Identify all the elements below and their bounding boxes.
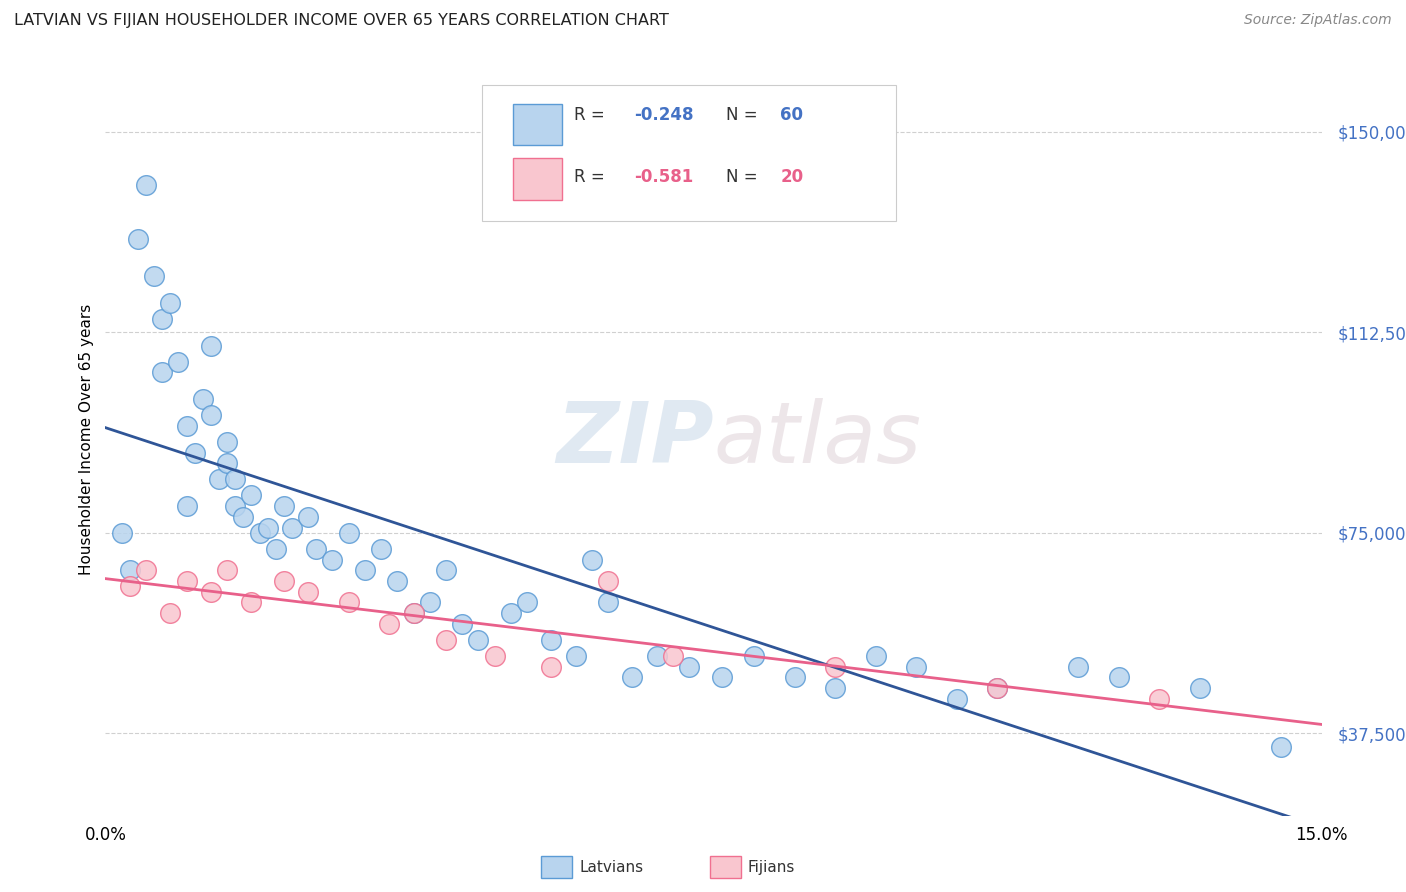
Point <box>217 563 239 577</box>
Point <box>1067 659 1090 673</box>
Y-axis label: Householder Income Over 65 years: Householder Income Over 65 years <box>79 303 94 575</box>
Point <box>118 579 141 593</box>
Point <box>273 574 295 588</box>
Point <box>662 648 685 663</box>
Text: N =: N = <box>725 168 762 186</box>
Point <box>305 541 328 556</box>
Point <box>598 574 620 588</box>
FancyBboxPatch shape <box>513 103 561 145</box>
Point <box>256 520 278 534</box>
Point <box>598 595 620 609</box>
FancyBboxPatch shape <box>513 158 561 200</box>
Text: N =: N = <box>725 106 762 124</box>
Point <box>224 472 246 486</box>
Point <box>337 595 360 609</box>
Point <box>742 648 765 663</box>
Text: LATVIAN VS FIJIAN HOUSEHOLDER INCOME OVER 65 YEARS CORRELATION CHART: LATVIAN VS FIJIAN HOUSEHOLDER INCOME OVE… <box>14 13 669 29</box>
Point <box>232 509 254 524</box>
Text: 20: 20 <box>780 168 804 186</box>
Point <box>200 409 222 423</box>
Point <box>150 366 173 380</box>
Point <box>402 606 425 620</box>
Point <box>824 659 846 673</box>
Point <box>297 509 319 524</box>
Point <box>264 541 287 556</box>
Point <box>337 525 360 540</box>
Point <box>484 648 506 663</box>
Point <box>678 659 700 673</box>
Point <box>905 659 928 673</box>
Point <box>354 563 377 577</box>
Point <box>321 552 343 566</box>
Point <box>249 525 271 540</box>
Point <box>451 616 474 631</box>
Point <box>378 616 401 631</box>
Point <box>1189 681 1212 695</box>
Text: R =: R = <box>574 106 610 124</box>
Text: atlas: atlas <box>713 398 921 481</box>
Point <box>564 648 586 663</box>
Point <box>986 681 1008 695</box>
Point <box>176 419 198 434</box>
Point <box>516 595 538 609</box>
Point <box>118 563 141 577</box>
Point <box>387 574 409 588</box>
Point <box>540 659 562 673</box>
Point <box>370 541 392 556</box>
Text: 60: 60 <box>780 106 803 124</box>
Point <box>540 632 562 647</box>
Point <box>200 584 222 599</box>
Text: Latvians: Latvians <box>579 860 644 874</box>
Point <box>240 595 263 609</box>
Point <box>1108 670 1130 684</box>
Point <box>183 445 205 459</box>
Point <box>273 499 295 513</box>
Point <box>1270 739 1292 754</box>
Text: Fijians: Fijians <box>748 860 796 874</box>
Point <box>176 499 198 513</box>
Point <box>159 606 181 620</box>
Point <box>581 552 603 566</box>
Point <box>240 488 263 502</box>
Point <box>167 355 190 369</box>
Point <box>783 670 806 684</box>
Text: ZIP: ZIP <box>555 398 713 481</box>
Point <box>945 691 967 706</box>
Point <box>150 312 173 326</box>
Point <box>986 681 1008 695</box>
Point <box>402 606 425 620</box>
Point <box>111 525 134 540</box>
Point <box>224 499 246 513</box>
Point <box>159 296 181 310</box>
Point <box>208 472 231 486</box>
Point <box>297 584 319 599</box>
Point <box>621 670 644 684</box>
Point <box>135 178 157 193</box>
Point <box>499 606 522 620</box>
Point <box>467 632 489 647</box>
Point <box>824 681 846 695</box>
Point <box>143 269 166 284</box>
Text: R =: R = <box>574 168 610 186</box>
Point <box>176 574 198 588</box>
Point <box>645 648 668 663</box>
Point <box>191 392 214 407</box>
Point <box>217 456 239 470</box>
Point <box>865 648 887 663</box>
Point <box>200 339 222 353</box>
Text: Source: ZipAtlas.com: Source: ZipAtlas.com <box>1244 13 1392 28</box>
Point <box>419 595 441 609</box>
FancyBboxPatch shape <box>482 85 896 220</box>
Point <box>217 434 239 449</box>
Point <box>281 520 304 534</box>
Point <box>127 232 149 246</box>
Text: -0.248: -0.248 <box>634 106 695 124</box>
Point <box>1149 691 1171 706</box>
Point <box>710 670 733 684</box>
Point <box>135 563 157 577</box>
Point <box>434 632 457 647</box>
Text: -0.581: -0.581 <box>634 168 693 186</box>
Point <box>434 563 457 577</box>
